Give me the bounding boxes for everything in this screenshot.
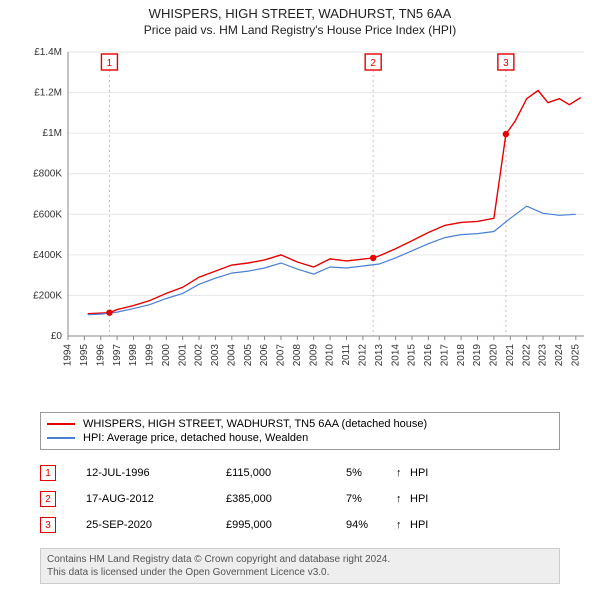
svg-text:2018: 2018 [456,344,467,367]
legend-swatch [47,437,75,439]
sale-hpi-label: HPI [410,493,450,505]
svg-text:2020: 2020 [489,344,500,367]
svg-text:2025: 2025 [570,344,581,367]
legend: WHISPERS, HIGH STREET, WADHURST, TN5 6AA… [40,412,560,450]
svg-text:£200K: £200K [33,290,62,301]
legend-item: WHISPERS, HIGH STREET, WADHURST, TN5 6AA… [47,417,553,431]
sale-price: £995,000 [226,519,346,531]
title-block: WHISPERS, HIGH STREET, WADHURST, TN5 6AA… [0,0,600,37]
sale-price: £385,000 [226,493,346,505]
sale-pct: 5% [346,467,396,479]
svg-text:2023: 2023 [538,344,549,367]
arrow-up-icon: ↑ [396,467,410,479]
sale-row: 3 25-SEP-2020£995,00094%↑HPI [40,512,560,538]
svg-text:2014: 2014 [390,344,401,367]
svg-text:2000: 2000 [161,344,172,367]
sale-marker-icon: 2 [40,491,56,507]
legend-label: HPI: Average price, detached house, Weal… [83,432,308,444]
sale-date: 25-SEP-2020 [86,519,226,531]
sale-pct: 7% [346,493,396,505]
svg-text:2013: 2013 [374,344,385,367]
arrow-up-icon: ↑ [396,519,410,531]
sale-hpi-label: HPI [410,519,450,531]
svg-text:2002: 2002 [194,344,205,367]
svg-text:2008: 2008 [292,344,303,367]
svg-text:2017: 2017 [439,344,450,367]
svg-text:1: 1 [107,58,113,69]
chart-area: £0 £200K £400K £600K £800K £1M £1.2M £1.4M 1994 1… [12,44,590,404]
svg-text:3: 3 [503,58,509,69]
sale-marker-icon: 1 [40,465,56,481]
svg-text:2: 2 [370,58,376,69]
svg-text:1997: 1997 [112,344,123,367]
svg-text:£0: £0 [51,331,63,342]
svg-text:£600K: £600K [33,209,62,220]
svg-text:2024: 2024 [554,344,565,367]
svg-text:2012: 2012 [357,344,368,367]
svg-text:2010: 2010 [325,344,336,367]
svg-text:1998: 1998 [128,344,139,367]
arrow-up-icon: ↑ [396,493,410,505]
legend-swatch [47,423,75,425]
svg-text:£1.2M: £1.2M [34,88,62,99]
svg-text:2022: 2022 [521,344,532,367]
svg-text:1996: 1996 [95,344,106,367]
svg-text:2016: 2016 [423,344,434,367]
svg-text:2006: 2006 [259,344,270,367]
svg-text:2005: 2005 [243,344,254,367]
svg-text:2007: 2007 [276,344,287,367]
sale-pct: 94% [346,519,396,531]
svg-text:£400K: £400K [33,250,62,261]
legend-label: WHISPERS, HIGH STREET, WADHURST, TN5 6AA… [83,418,427,430]
svg-text:2015: 2015 [407,344,418,367]
svg-text:2003: 2003 [210,344,221,367]
footer-attribution: Contains HM Land Registry data © Crown c… [40,548,560,584]
svg-text:£800K: £800K [33,169,62,180]
sale-price: £115,000 [226,467,346,479]
sale-row: 1 12-JUL-1996£115,0005%↑HPI [40,460,560,486]
chart-subtitle: Price paid vs. HM Land Registry's House … [0,23,600,37]
svg-text:2009: 2009 [308,344,319,367]
sale-row: 2 17-AUG-2012£385,0007%↑HPI [40,486,560,512]
sale-date: 12-JUL-1996 [86,467,226,479]
sales-table: 112-JUL-1996£115,0005%↑HPI217-AUG-2012£3… [40,460,560,538]
svg-text:£1M: £1M [43,128,62,139]
svg-text:1995: 1995 [79,344,90,367]
svg-text:2004: 2004 [226,344,237,367]
svg-text:2001: 2001 [177,344,188,367]
svg-text:£1.4M: £1.4M [34,47,62,58]
chart-title: WHISPERS, HIGH STREET, WADHURST, TN5 6AA [0,6,600,21]
price-chart: £0 £200K £400K £600K £800K £1M £1.2M £1.4M 1994 1… [12,44,590,404]
sale-date: 17-AUG-2012 [86,493,226,505]
svg-text:2019: 2019 [472,344,483,367]
chart-container: WHISPERS, HIGH STREET, WADHURST, TN5 6AA… [0,0,600,590]
svg-text:1999: 1999 [145,344,156,367]
svg-text:2011: 2011 [341,344,352,366]
sale-hpi-label: HPI [410,467,450,479]
sale-marker-icon: 3 [40,517,56,533]
svg-text:1994: 1994 [63,344,74,367]
svg-text:2021: 2021 [505,344,516,367]
footer-line-2: This data is licensed under the Open Gov… [47,566,553,579]
legend-item: HPI: Average price, detached house, Weal… [47,431,553,445]
footer-line-1: Contains HM Land Registry data © Crown c… [47,553,553,566]
